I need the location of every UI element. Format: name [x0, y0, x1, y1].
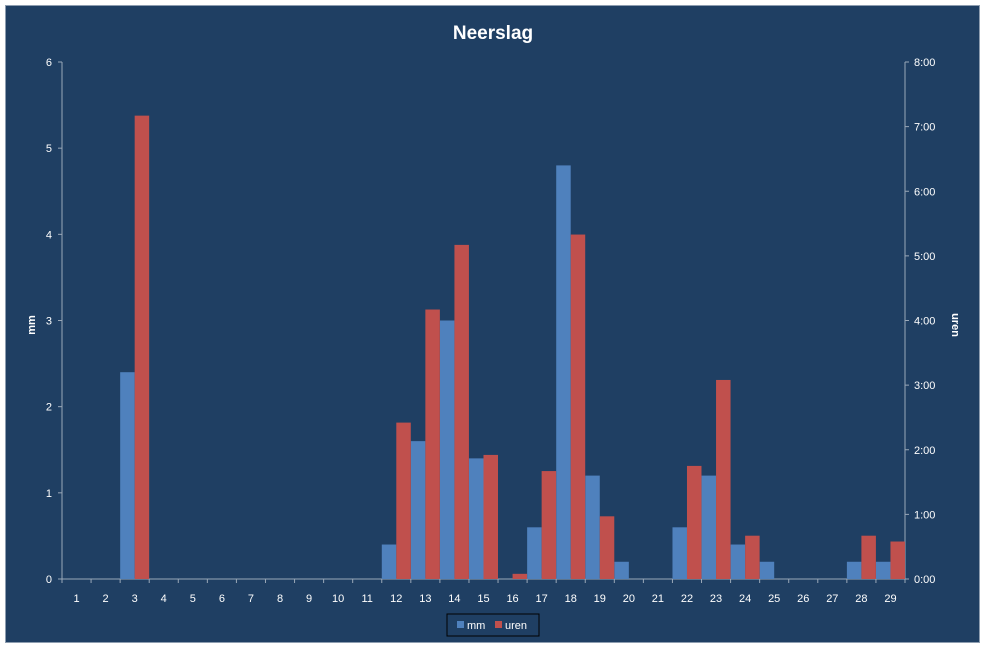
x-tick-label: 23 — [710, 593, 722, 605]
x-tick-label: 16 — [506, 593, 518, 605]
x-tick-label: 25 — [768, 593, 780, 605]
bar-mm — [759, 561, 775, 579]
x-tick-label: 13 — [419, 593, 431, 605]
x-tick-label: 19 — [594, 593, 606, 605]
bar-uren — [425, 309, 440, 579]
bar-mm — [556, 165, 571, 579]
bar-uren — [599, 516, 615, 579]
y2-tick-label: 5:00 — [914, 251, 935, 263]
bar-mm — [410, 441, 426, 579]
y-tick-label: 5 — [46, 143, 52, 155]
y2-tick-label: 2:00 — [914, 445, 935, 457]
bar-mm — [875, 561, 891, 579]
bar-mm — [527, 527, 542, 579]
x-tick-label: 4 — [161, 593, 167, 605]
x-tick-label: 7 — [248, 593, 254, 605]
x-tick-label: 3 — [132, 593, 138, 605]
bar-mm — [585, 475, 600, 579]
x-tick-label: 10 — [332, 593, 344, 605]
chart-title: Neerslag — [453, 23, 533, 44]
y-tick-label: 4 — [46, 229, 52, 241]
bar-uren — [890, 541, 905, 579]
y2-tick-label: 6:00 — [914, 186, 935, 198]
x-tick-label: 26 — [797, 593, 809, 605]
legend-swatch-mm — [457, 621, 464, 628]
y-tick-label: 0 — [46, 574, 52, 586]
x-tick-label: 5 — [190, 593, 196, 605]
x-tick-label: 17 — [536, 593, 548, 605]
y-tick-label: 6 — [46, 57, 52, 69]
legend-swatch-uren — [495, 621, 502, 628]
bar-uren — [483, 454, 498, 579]
bar-uren — [745, 535, 760, 579]
y2-tick-label: 8:00 — [914, 57, 935, 69]
y-tick-label: 2 — [46, 402, 52, 414]
y2-tick-label: 1:00 — [914, 509, 935, 521]
x-tick-label: 21 — [652, 593, 664, 605]
y2-tick-label: 0:00 — [914, 574, 935, 586]
y-tick-label: 3 — [46, 316, 52, 328]
x-tick-label: 12 — [390, 593, 402, 605]
bar-mm — [846, 561, 862, 579]
y-tick-label: 1 — [46, 488, 52, 500]
x-tick-label: 2 — [103, 593, 109, 605]
legend-label-mm: mm — [467, 620, 485, 632]
bar-uren — [541, 471, 557, 579]
bar-uren — [454, 244, 469, 580]
bar-uren — [570, 234, 586, 579]
x-tick-label: 11 — [362, 593, 373, 605]
x-tick-label: 18 — [565, 593, 577, 605]
chart-canvas: Neerslag mm uren 01234560:001:002:003:00… — [26, 23, 961, 637]
x-tick-label: 15 — [477, 593, 489, 605]
y-axis-title: mm — [26, 315, 38, 335]
bar-mm — [120, 372, 135, 579]
x-tick-label: 24 — [739, 593, 751, 605]
x-tick-label: 22 — [681, 593, 693, 605]
bar-mm — [381, 544, 397, 579]
x-tick-label: 20 — [623, 593, 635, 605]
x-tick-label: 9 — [306, 593, 312, 605]
legend-label-uren: uren — [505, 620, 527, 632]
x-tick-label: 27 — [826, 593, 838, 605]
chart-area: Neerslag mm uren 0 1 2 3 4 5 6 0:00 1:00 2:00 3:00… — [5, 5, 980, 643]
bar-uren — [716, 379, 731, 579]
bar-mm — [439, 320, 455, 579]
bar-uren — [861, 535, 876, 579]
bar-mm — [730, 544, 746, 579]
legend-box — [446, 613, 540, 637]
y2-axis-title: uren — [949, 313, 961, 337]
y2-tick-label: 3:00 — [914, 380, 935, 392]
legend: mm uren — [446, 613, 540, 637]
bar-uren — [686, 465, 702, 579]
bar-mm — [672, 527, 687, 579]
bar-uren — [134, 115, 150, 580]
x-tick-label: 28 — [855, 593, 867, 605]
x-tick-label: 1 — [73, 593, 79, 605]
bar-mm — [701, 475, 717, 579]
y2-tick-label: 7:00 — [914, 122, 935, 134]
plot-area: 01234560:001:002:003:004:005:006:007:008… — [46, 57, 936, 605]
x-tick-label: 6 — [219, 593, 225, 605]
bar-uren — [396, 422, 411, 579]
bar-uren — [512, 573, 528, 579]
y2-tick-label: 4:00 — [914, 316, 935, 328]
bar-mm — [469, 458, 484, 579]
x-tick-label: 8 — [277, 593, 283, 605]
x-tick-label: 14 — [448, 593, 460, 605]
bar-mm — [614, 561, 629, 579]
x-tick-label: 29 — [884, 593, 896, 605]
